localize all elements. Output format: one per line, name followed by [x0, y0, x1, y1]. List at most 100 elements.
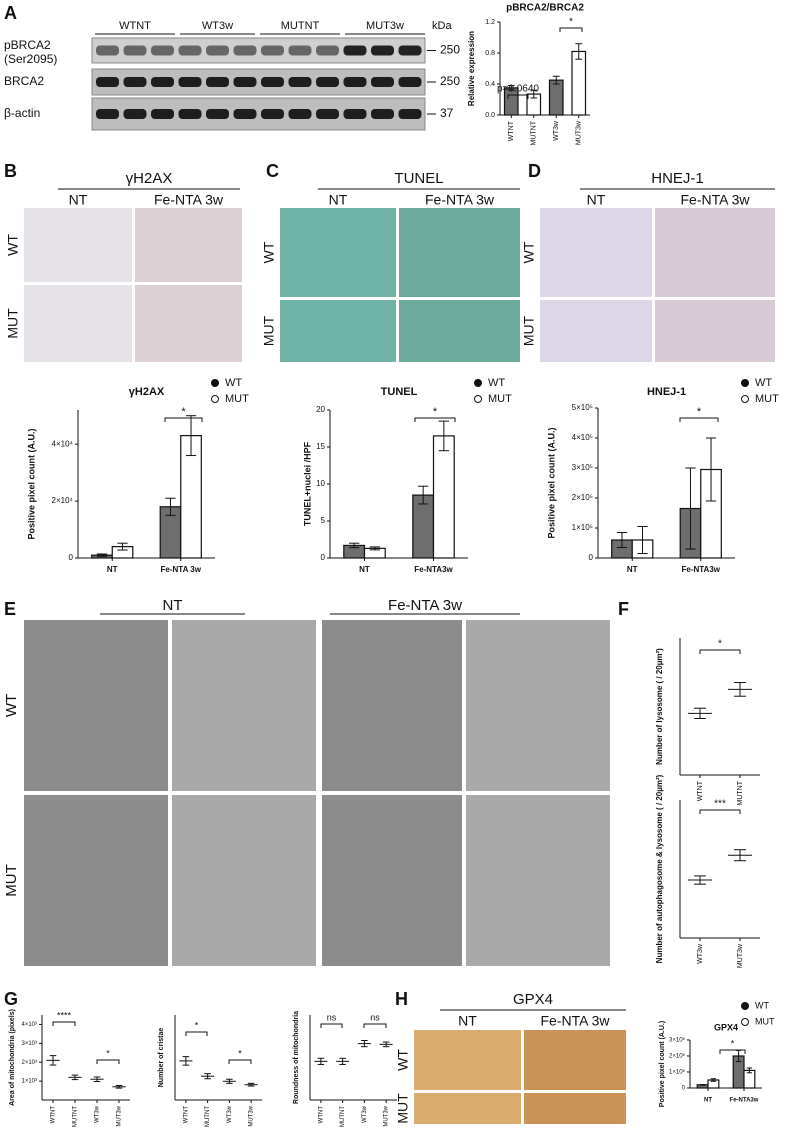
significance-label: p=0.0640 — [497, 84, 539, 95]
blot-band — [343, 77, 367, 87]
blot-band — [123, 109, 147, 119]
x-tick-label: MUTNT — [737, 780, 744, 805]
y-tick-label: 1×10³ — [21, 1079, 37, 1085]
micrograph — [399, 208, 520, 297]
blot-band — [151, 109, 174, 119]
x-tick-label: Fe-NTA3w — [730, 1098, 759, 1104]
blot-band — [233, 45, 257, 56]
significance-label: **** — [57, 1010, 72, 1020]
micrograph — [135, 285, 242, 362]
blot-band — [371, 45, 394, 56]
blot-band — [288, 109, 312, 119]
x-tick-label: MUT3w — [737, 943, 744, 968]
x-tick-label: Fe-NTA3w — [681, 565, 720, 574]
blot-band — [261, 77, 284, 87]
blot-band — [316, 77, 339, 87]
y-tick-label: 2×10³ — [21, 1060, 37, 1066]
significance-bracket — [185, 1031, 208, 1036]
micrograph — [655, 300, 775, 362]
y-tick-label: 0.4 — [485, 81, 495, 88]
y-tick-label: 0.0 — [485, 112, 495, 119]
chart-title: γH2AX — [129, 386, 165, 398]
significance-bracket — [719, 1049, 746, 1054]
em-image — [466, 620, 610, 791]
significance-label: * — [569, 17, 573, 28]
blot-band — [151, 45, 174, 56]
image-column-label: Fe-NTA 3w — [154, 192, 224, 208]
significance-label: ns — [370, 1012, 380, 1022]
blot-band — [316, 45, 339, 56]
x-tick-label: NT — [704, 1098, 712, 1104]
blot-group-label: WTNT — [119, 20, 151, 32]
y-tick-label: 4×10³ — [21, 1022, 37, 1028]
chart-title: TUNEL — [381, 386, 418, 398]
y-tick-label: 1×10⁵ — [572, 523, 593, 532]
x-tick-label: MUTNT — [531, 120, 538, 145]
x-tick-label: MUT3w — [384, 1105, 390, 1126]
em-row-label: MUT — [3, 864, 20, 897]
legend-label: WT — [488, 377, 505, 389]
y-tick-label: 0 — [589, 553, 594, 562]
blot-band — [96, 109, 119, 119]
panel-letter: B — [4, 161, 17, 181]
y-tick-label: 2×10⁶ — [669, 1053, 686, 1060]
micrograph — [414, 1093, 521, 1124]
significance-label: * — [195, 1020, 199, 1030]
blot-row-label: pBRCA2 — [4, 38, 51, 52]
x-tick-label: Fe-NTA3w — [414, 565, 453, 574]
blot-band — [206, 45, 229, 56]
em-image — [24, 795, 168, 966]
y-axis-label: Number of cristae — [158, 1028, 165, 1088]
legend-marker — [211, 379, 219, 387]
image-row-label: MUT — [5, 308, 21, 339]
blot-band — [398, 77, 422, 87]
blot-row-label: β-actin — [4, 106, 40, 120]
legend-label: WT — [755, 1000, 769, 1010]
blot-band — [178, 77, 202, 87]
panel-letter: E — [4, 599, 16, 619]
blot-band — [398, 45, 422, 56]
y-tick-label: 0 — [682, 1086, 686, 1092]
y-tick-label: 0 — [69, 553, 74, 562]
image-column-label: Fe-NTA 3w — [425, 192, 495, 208]
y-axis-label: Positive pixel count (A.U.) — [659, 1021, 666, 1107]
y-axis-label: Number of autophagosome & lysosome ( / 2… — [655, 774, 664, 963]
blot-marker: 250 — [440, 43, 460, 57]
significance-label: * — [731, 1038, 735, 1048]
y-tick-label: 4×10⁵ — [572, 433, 593, 442]
blot-band — [288, 77, 312, 87]
em-image — [172, 795, 316, 966]
blot-image — [91, 37, 426, 64]
legend-marker — [211, 395, 219, 403]
bar — [548, 79, 564, 116]
x-tick-label: MUTNT — [205, 1106, 211, 1127]
blot-band — [343, 109, 367, 119]
image-column-label: NT — [329, 192, 348, 208]
blot-band — [96, 45, 119, 56]
bar — [432, 435, 455, 559]
x-tick-label: MUT3w — [117, 1105, 123, 1126]
y-tick-label: 0 — [321, 553, 326, 562]
micrograph — [280, 300, 396, 362]
y-tick-label: 0.8 — [485, 50, 495, 57]
significance-bracket — [414, 417, 456, 422]
em-image — [172, 620, 316, 791]
significance-label: * — [181, 406, 186, 418]
significance-label: *** — [714, 799, 726, 810]
micrograph — [540, 300, 652, 362]
blot-band — [371, 109, 394, 119]
y-tick-label: 3×10⁵ — [572, 463, 593, 472]
image-column-label: Fe-NTA 3w — [681, 192, 751, 208]
x-tick-label: WTNT — [318, 1106, 324, 1124]
x-tick-label: WTNT — [697, 780, 704, 801]
em-image — [24, 620, 168, 791]
chart-title: pBRCA2/BRCA2 — [506, 3, 584, 14]
y-tick-label: 5×10⁵ — [572, 403, 593, 412]
blot-row-sublabel: (Ser2095) — [4, 52, 57, 66]
significance-bracket — [559, 27, 583, 32]
micrograph — [524, 1093, 626, 1124]
image-column-label: NT — [587, 192, 606, 208]
image-row-label: WT — [261, 241, 277, 263]
significance-bracket — [320, 1023, 343, 1028]
x-tick-label: WT3w — [362, 1105, 368, 1123]
